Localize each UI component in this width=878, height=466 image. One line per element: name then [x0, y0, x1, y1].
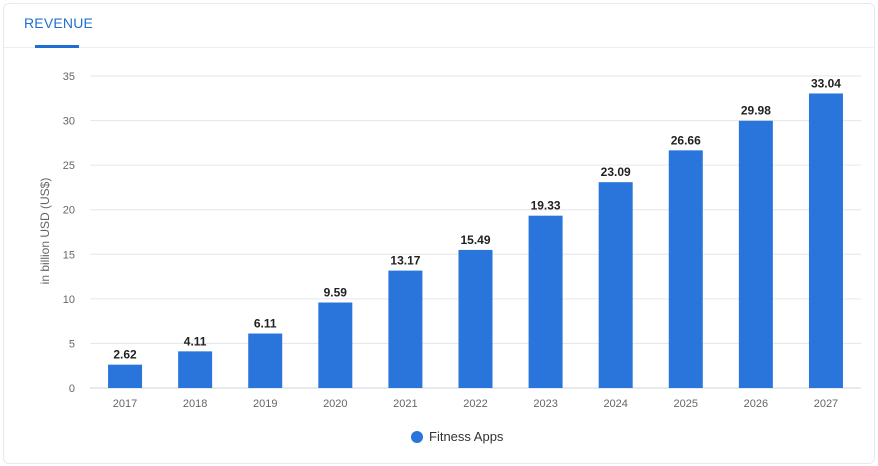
bar-2027[interactable]	[808, 93, 843, 389]
data-label: 2.62	[113, 348, 137, 362]
x-tick-label: 2020	[323, 398, 347, 410]
y-tick-label: 15	[63, 249, 75, 261]
x-tick-label: 2017	[113, 398, 137, 410]
y-tick-label: 5	[69, 338, 75, 350]
data-label: 26.66	[671, 133, 701, 147]
bar-2024[interactable]	[598, 182, 633, 388]
bar-2018[interactable]	[178, 351, 213, 388]
data-label: 6.11	[254, 317, 277, 331]
legend-label: Fitness Apps	[429, 429, 504, 444]
bars	[108, 93, 843, 389]
bar-2023[interactable]	[528, 215, 563, 388]
x-tick-label: 2025	[674, 398, 698, 410]
data-label: 15.49	[460, 233, 490, 247]
data-label: 33.04	[811, 76, 841, 90]
y-axis-ticks: 0 5 10 15 20 25 30 35	[63, 71, 75, 395]
bar-2025[interactable]	[668, 150, 703, 388]
data-label: 9.59	[324, 286, 348, 300]
y-tick-label: 20	[63, 205, 75, 217]
x-tick-label: 2023	[533, 398, 557, 410]
bar-2019[interactable]	[248, 333, 283, 388]
y-axis-label: in billion USD (US$)	[38, 178, 52, 285]
bar-2022[interactable]	[458, 249, 493, 388]
bar-2017[interactable]	[108, 364, 143, 388]
data-label: 29.98	[741, 104, 771, 118]
data-label: 13.17	[390, 254, 420, 268]
data-label: 19.33	[531, 199, 561, 213]
chart-card: REVENUE	[3, 3, 875, 464]
x-tick-label: 2021	[393, 398, 417, 410]
tab-revenue[interactable]: REVENUE	[24, 15, 94, 31]
x-tick-label: 2026	[744, 398, 768, 410]
tab-active-indicator	[35, 45, 79, 48]
x-tick-label: 2024	[603, 398, 627, 410]
tab-bar: REVENUE	[4, 4, 874, 48]
bar-2020[interactable]	[318, 302, 353, 388]
data-label: 4.11	[184, 334, 207, 348]
y-tick-label: 0	[69, 383, 75, 395]
y-tick-label: 35	[63, 71, 75, 83]
x-axis-ticks: 2017 2018 2019 2020 2021 2022 2023 2024 2025 2026…	[113, 398, 838, 410]
legend-swatch	[411, 430, 423, 443]
x-tick-label: 2018	[183, 398, 207, 410]
y-tick-label: 10	[63, 294, 75, 306]
data-labels: 2.62 4.11 6.11 9.59 13.17 15.49 19.33 23.09 26.6…	[113, 76, 841, 361]
y-tick-label: 30	[63, 116, 75, 128]
data-label: 23.09	[601, 165, 631, 179]
bar-2021[interactable]	[388, 270, 423, 388]
legend-item-fitness-apps[interactable]: Fitness Apps	[411, 429, 503, 444]
y-tick-label: 25	[63, 160, 75, 172]
bar-2026[interactable]	[738, 120, 773, 388]
x-tick-label: 2027	[814, 398, 838, 410]
x-tick-label: 2019	[253, 398, 277, 410]
x-tick-label: 2022	[463, 398, 487, 410]
